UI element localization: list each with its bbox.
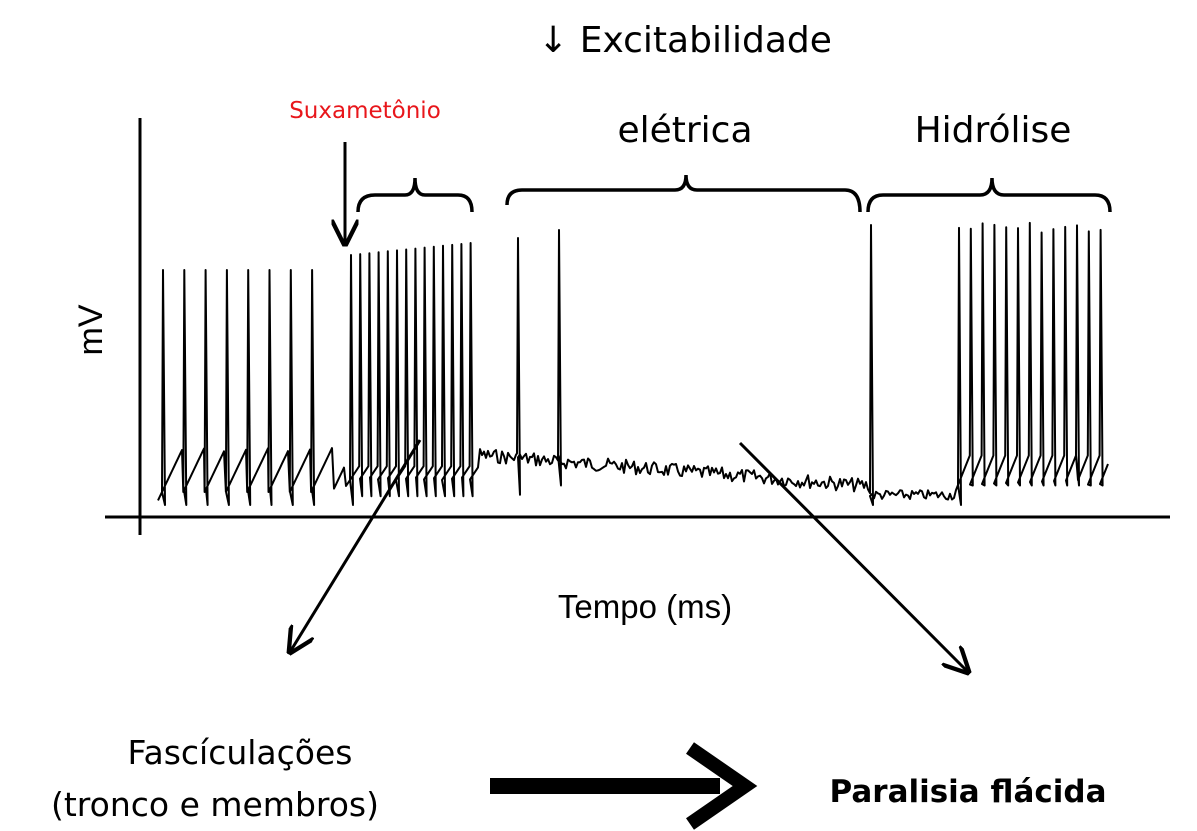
- outcome-label: (tronco e membros): [51, 785, 379, 824]
- x-axis-label: Tempo (ms): [558, 588, 732, 625]
- big-arrow-head: [686, 742, 758, 830]
- drug-label: Suxametônio: [289, 98, 441, 124]
- voltage-trace: [157, 221, 1109, 506]
- outcome-label: Paralisia flácida: [829, 774, 1106, 810]
- title: ↓ Excitabilidade: [538, 20, 832, 61]
- arrow: [738, 441, 968, 672]
- outcome-label: Fascículações: [128, 733, 353, 772]
- brackets: [356, 174, 1112, 213]
- phase-label: elétrica: [617, 110, 752, 151]
- phase-label: Hidrólise: [915, 110, 1072, 151]
- y-axis-label: mV: [72, 304, 110, 355]
